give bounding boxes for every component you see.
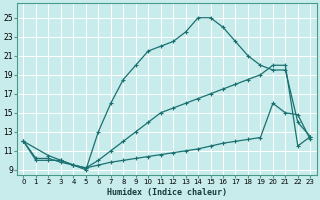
- X-axis label: Humidex (Indice chaleur): Humidex (Indice chaleur): [107, 188, 227, 197]
